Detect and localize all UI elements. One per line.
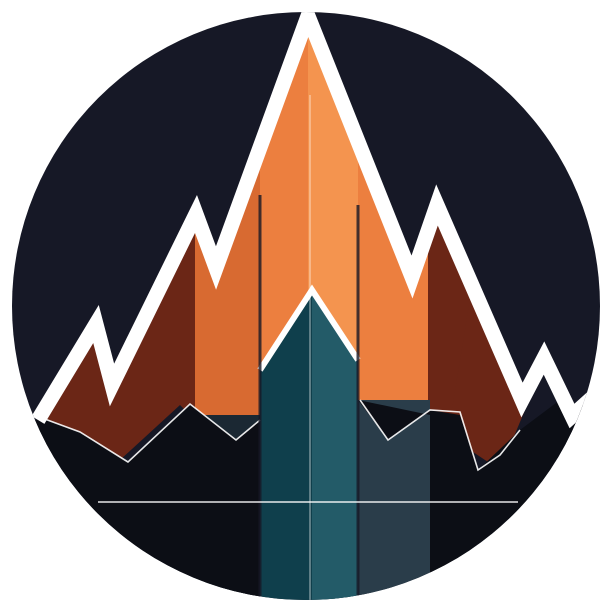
mountain-outline [31, 12, 600, 429]
teal-peak-outline [257, 284, 361, 372]
terrain-line-left [41, 402, 261, 464]
terrain-line-right [359, 399, 521, 472]
teal-peak-highlight [312, 292, 358, 600]
